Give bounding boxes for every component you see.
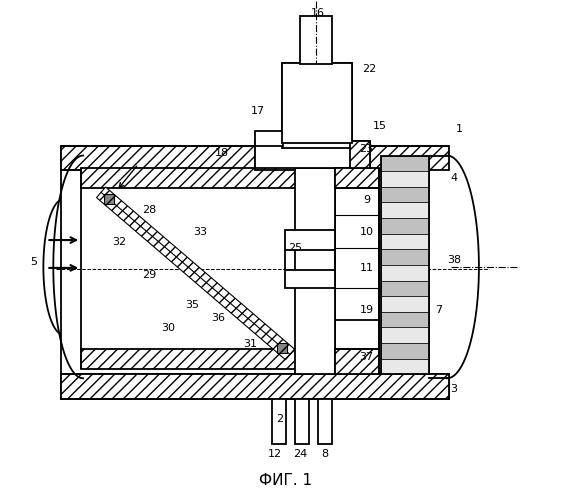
Bar (382, 156, 429, 171)
Text: 35: 35 (185, 300, 200, 310)
Bar (382, 280, 429, 296)
Bar (335, 168, 379, 188)
Bar (255, 146, 335, 171)
Bar (349, 140, 370, 168)
Text: 16: 16 (311, 8, 325, 18)
Bar (255, 140, 370, 168)
Bar (81, 168, 335, 188)
Bar (81, 350, 335, 370)
Bar (382, 202, 429, 218)
Text: 3: 3 (451, 384, 458, 394)
Bar (335, 188, 379, 350)
Text: 37: 37 (359, 352, 374, 362)
Bar (282, 63, 352, 142)
Text: 23: 23 (359, 144, 374, 154)
Text: 22: 22 (363, 64, 376, 74)
Text: 11: 11 (360, 263, 374, 273)
Text: 9: 9 (363, 196, 370, 205)
Bar (382, 343, 429, 358)
Text: 5: 5 (30, 257, 37, 267)
Bar (61, 374, 449, 399)
Bar (382, 218, 429, 234)
Bar (255, 130, 283, 146)
Text: 36: 36 (212, 312, 225, 322)
Text: 33: 33 (193, 227, 208, 237)
Text: 30: 30 (162, 322, 176, 332)
Bar (382, 234, 429, 250)
Bar (382, 312, 429, 328)
Bar (382, 296, 429, 312)
Bar (382, 171, 429, 187)
Bar (285, 230, 335, 250)
Bar (282, 63, 352, 148)
Bar (300, 16, 332, 64)
Bar (272, 399, 286, 444)
Bar (382, 358, 429, 374)
Bar (318, 399, 332, 444)
Bar (382, 250, 429, 265)
Text: 18: 18 (215, 148, 229, 158)
Text: 4: 4 (451, 174, 458, 184)
Polygon shape (97, 187, 295, 360)
Text: 17: 17 (251, 106, 265, 116)
Text: 1: 1 (455, 124, 463, 134)
Text: 38: 38 (447, 255, 461, 265)
Text: 2: 2 (276, 414, 284, 424)
Text: 10: 10 (360, 227, 374, 237)
Text: 15: 15 (372, 120, 387, 130)
Text: ФИГ. 1: ФИГ. 1 (260, 473, 312, 488)
Bar (382, 156, 429, 374)
Text: 29: 29 (142, 270, 156, 280)
Bar (61, 146, 449, 171)
Bar (277, 343, 287, 353)
Text: 8: 8 (321, 449, 328, 459)
Bar (295, 168, 335, 374)
Text: 24: 24 (293, 449, 307, 459)
Bar (295, 399, 309, 444)
Bar (285, 270, 335, 288)
Text: 32: 32 (112, 237, 126, 247)
Bar (382, 265, 429, 280)
Text: 28: 28 (142, 205, 156, 215)
Text: 12: 12 (268, 449, 282, 459)
Text: 31: 31 (243, 340, 257, 349)
Bar (335, 320, 379, 350)
Bar (382, 187, 429, 202)
Bar (335, 350, 379, 374)
Text: 25: 25 (288, 243, 302, 253)
Bar (382, 328, 429, 343)
Bar (104, 194, 114, 204)
Text: 19: 19 (359, 304, 374, 314)
Text: 7: 7 (436, 304, 443, 314)
Bar (61, 374, 449, 399)
